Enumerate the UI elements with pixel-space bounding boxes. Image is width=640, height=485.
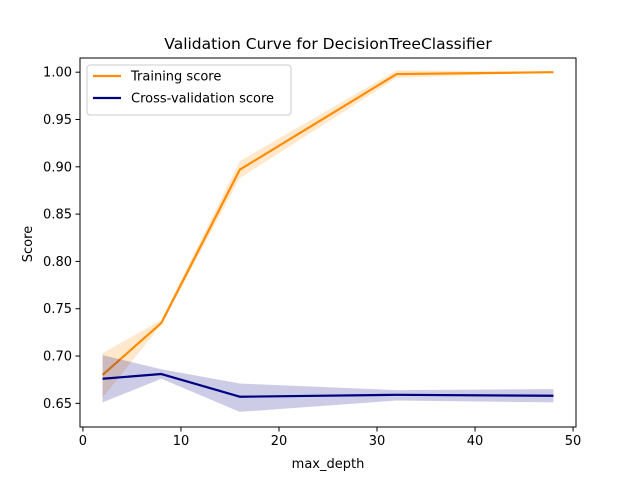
y-tick-label: 0.75 — [43, 302, 72, 317]
y-axis-label: Score — [21, 226, 36, 262]
cross-validation-score-line — [102, 372, 554, 398]
y-tick-label: 0.65 — [43, 397, 72, 412]
x-axis: 0 10 20 30 40 50 — [79, 427, 582, 449]
training-score-line — [101, 71, 554, 376]
cross-validation-score-band — [102, 355, 554, 412]
plot-area — [79, 57, 577, 428]
axes-frame — [79, 57, 577, 428]
y-tick-label: 0.80 — [43, 255, 72, 270]
legend: Training score Cross-validation score — [86, 64, 292, 116]
legend-label: Cross-validation score — [131, 92, 274, 107]
x-tick-label: 10 — [173, 434, 190, 449]
y-tick-label: 1.00 — [43, 66, 72, 81]
y-tick-label: 0.70 — [43, 350, 72, 365]
legend-label: Training score — [130, 70, 221, 85]
y-axis: 0.65 0.70 0.75 0.80 0.85 0.90 0.95 1.00 — [43, 66, 80, 412]
x-tick-label: 30 — [369, 434, 386, 449]
chart-title: Validation Curve for DecisionTreeClassif… — [164, 35, 492, 53]
y-tick-label: 0.85 — [43, 208, 72, 223]
legend-frame — [86, 64, 292, 116]
x-tick-label: 50 — [565, 434, 582, 449]
x-tick-label: 20 — [271, 434, 288, 449]
x-tick-label: 40 — [467, 434, 484, 449]
x-axis-label: max_depth — [292, 457, 365, 472]
y-tick-label: 0.95 — [43, 113, 72, 128]
y-tick-label: 0.90 — [43, 160, 72, 175]
x-tick-label: 0 — [79, 434, 87, 449]
